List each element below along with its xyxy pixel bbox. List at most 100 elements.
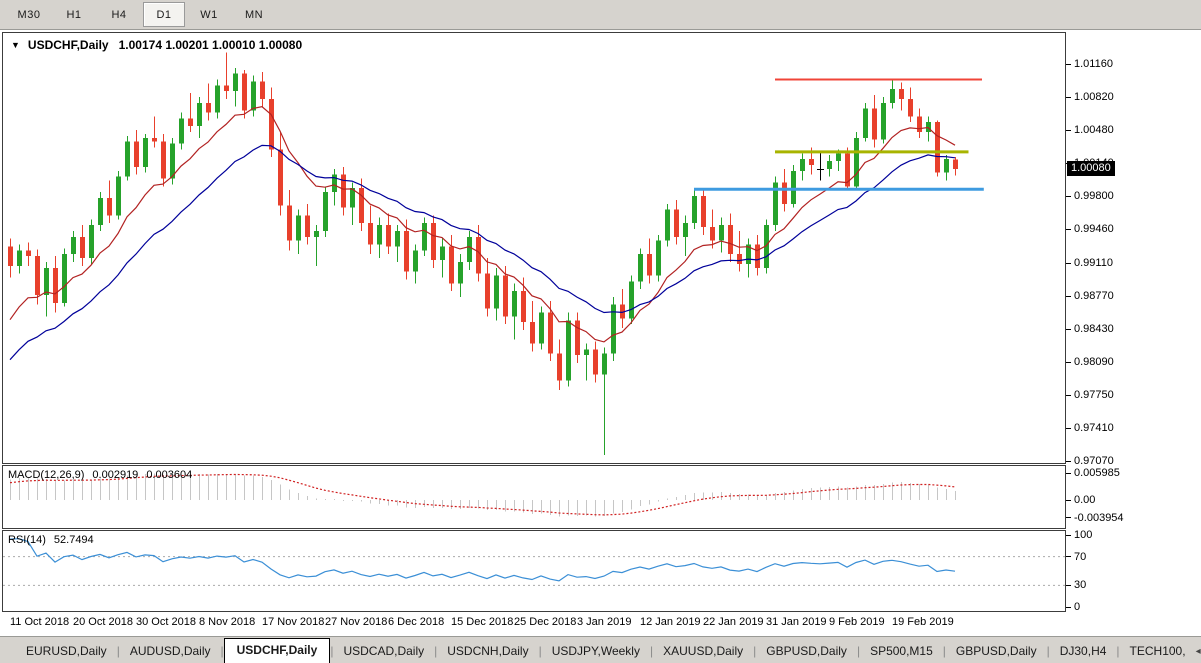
tab-scroll-left-icon[interactable]: ◂ [1195, 646, 1201, 657]
macd-tick: -0.003954 [1066, 511, 1124, 525]
price-tick: 0.99460 [1066, 222, 1114, 236]
date-label: 11 Oct 2018 [10, 616, 70, 628]
tab-separator: | [1116, 644, 1120, 658]
rsi-tick: 0 [1066, 600, 1080, 614]
macd-tick: 0.005985 [1066, 466, 1120, 480]
timeframe-button-h4[interactable]: H4 [111, 8, 127, 21]
rsi-value: 52.7494 [53, 534, 94, 546]
timeframe-button-m30[interactable]: M30 [17, 8, 41, 21]
tab-separator: | [753, 644, 757, 658]
chart-tab-dj30-h4[interactable]: DJ30,H4 [1059, 644, 1107, 658]
date-label: 8 Nov 2018 [199, 616, 256, 628]
timeframe-button-mn[interactable]: MN [244, 8, 264, 21]
price-tick: 0.97410 [1066, 421, 1114, 435]
overlay-ma-slow [9, 144, 956, 361]
rsi-line [9, 538, 956, 582]
tick-mark [1066, 195, 1071, 197]
tick-mark [1066, 129, 1071, 131]
rsi-name: RSI(14) [8, 534, 46, 546]
chart-tab-gbpusd-daily[interactable]: GBPUSD,Daily [766, 644, 847, 658]
timeframe-button-w1[interactable]: W1 [200, 8, 218, 21]
rsi-tick: 30 [1066, 578, 1086, 592]
chart-tab-usdcnh-daily[interactable]: USDCNH,Daily [447, 644, 529, 658]
date-axis[interactable]: 11 Oct 2018 20 Oct 2018 30 Oct 2018 8 Nov 2… [2, 612, 1066, 634]
chart-tab-usdcad-daily[interactable]: USDCAD,Daily [343, 644, 425, 658]
tick-mark [1066, 262, 1071, 264]
tab-scroll-arrows: ◂▸ [1196, 646, 1201, 663]
tick-mark [1066, 96, 1071, 98]
tab-separator: | [434, 644, 438, 658]
tab-separator: | [649, 644, 654, 658]
tab-separator: | [538, 644, 542, 658]
price-tick: 0.98430 [1066, 322, 1114, 336]
timeframe-button-h1[interactable]: H1 [66, 8, 82, 21]
rsi-panel[interactable]: RSI(14) 52.7494 [2, 530, 1066, 612]
macd-main-value: 0.002919 [92, 469, 139, 481]
date-label: 30 Oct 2018 [136, 616, 196, 628]
tab-separator: | [1046, 644, 1050, 658]
date-label: 27 Nov 2018 [325, 616, 388, 628]
tick-mark [1066, 361, 1071, 363]
date-label: 15 Dec 2018 [451, 616, 514, 628]
price-tick: 0.97750 [1066, 388, 1114, 402]
tick-mark [1066, 295, 1071, 297]
tick-mark [1066, 584, 1071, 586]
rsi-tick: 100 [1066, 528, 1092, 542]
tick-mark [1066, 63, 1071, 65]
tick-mark [1066, 427, 1071, 429]
date-label: 19 Feb 2019 [892, 616, 954, 628]
chart-tab-gbpusd-daily[interactable]: GBPUSD,Daily [955, 644, 1037, 658]
rsi-chart [3, 538, 1065, 586]
date-label: 20 Oct 2018 [73, 616, 133, 628]
price-tick: 1.01160 [1066, 57, 1113, 71]
current-price-label: 1.00080 [1067, 160, 1115, 176]
date-label: 9 Feb 2019 [829, 616, 885, 628]
chart-tab-sp500-m15[interactable]: SP500,M15 [870, 644, 933, 658]
rsi-label: RSI(14) 52.7494 [8, 534, 94, 546]
macd-panel[interactable]: MACD(12,26,9) 0.002919 0.003604 [2, 465, 1066, 529]
macd-histogram [10, 473, 956, 517]
price-chart-panel[interactable]: ▼ USDCHF,Daily 1.00174 1.00201 1.00010 1… [2, 32, 1066, 464]
tick-mark [1066, 473, 1071, 475]
date-label: 25 Dec 2018 [514, 616, 577, 628]
candles [8, 52, 958, 456]
tick-mark [1066, 328, 1071, 330]
date-label: 12 Jan 2019 [640, 616, 701, 628]
tick-mark [1066, 534, 1071, 536]
macd-signal-line [9, 473, 956, 516]
chart-tab-xauusd-daily[interactable]: XAUUSD,Daily [663, 644, 744, 658]
tab-separator: | [116, 644, 120, 658]
tick-mark [1066, 499, 1071, 501]
timeframe-button-d1[interactable]: D1 [143, 2, 185, 27]
tick-mark [1066, 228, 1071, 230]
overlay-ma-fast [9, 106, 956, 343]
price-tick: 0.98770 [1066, 289, 1114, 303]
price-tick: 0.97070 [1066, 454, 1114, 468]
rsi-tick: 70 [1066, 550, 1086, 564]
price-tick: 0.99800 [1066, 189, 1114, 203]
chart-tab-eurusd-daily[interactable]: EURUSD,Daily [26, 644, 107, 658]
tab-separator: | [856, 644, 861, 658]
date-label: 17 Nov 2018 [262, 616, 325, 628]
chart-tab-audusd-daily[interactable]: AUDUSD,Daily [129, 644, 211, 658]
tick-mark [1066, 606, 1071, 608]
date-label: 6 Dec 2018 [388, 616, 445, 628]
timeframe-toolbar: M30 H1 H4 D1 W1 MN [0, 0, 1201, 30]
macd-label: MACD(12,26,9) 0.002919 0.003604 [8, 469, 192, 481]
tick-mark [1066, 517, 1071, 519]
price-tick: 0.99110 [1066, 256, 1113, 270]
chart-tab-bar: EURUSD,Daily | AUDUSD,Daily | USDCHF,Daily | U… [0, 636, 1201, 663]
chart-tab-usdjpy-weekly[interactable]: USDJPY,Weekly [551, 644, 640, 658]
macd-signal-value: 0.003604 [146, 469, 193, 481]
macd-name: MACD(12,26,9) [8, 469, 85, 481]
chart-header: ▼ USDCHF,Daily 1.00174 1.00201 1.00010 1… [11, 38, 302, 52]
chart-tab-tech100-[interactable]: TECH100, [1129, 644, 1186, 658]
macd-chart [9, 473, 956, 517]
chart-tab-usdchf-daily[interactable]: USDCHF,Daily [223, 638, 331, 663]
symbol-dropdown-icon[interactable]: ▼ [11, 40, 20, 50]
tick-mark [1066, 394, 1071, 396]
candlestick-chart[interactable] [3, 33, 1065, 463]
price-tick: 1.00820 [1066, 90, 1114, 104]
date-label: 3 Jan 2019 [577, 616, 632, 628]
tab-separator: | [220, 644, 224, 658]
